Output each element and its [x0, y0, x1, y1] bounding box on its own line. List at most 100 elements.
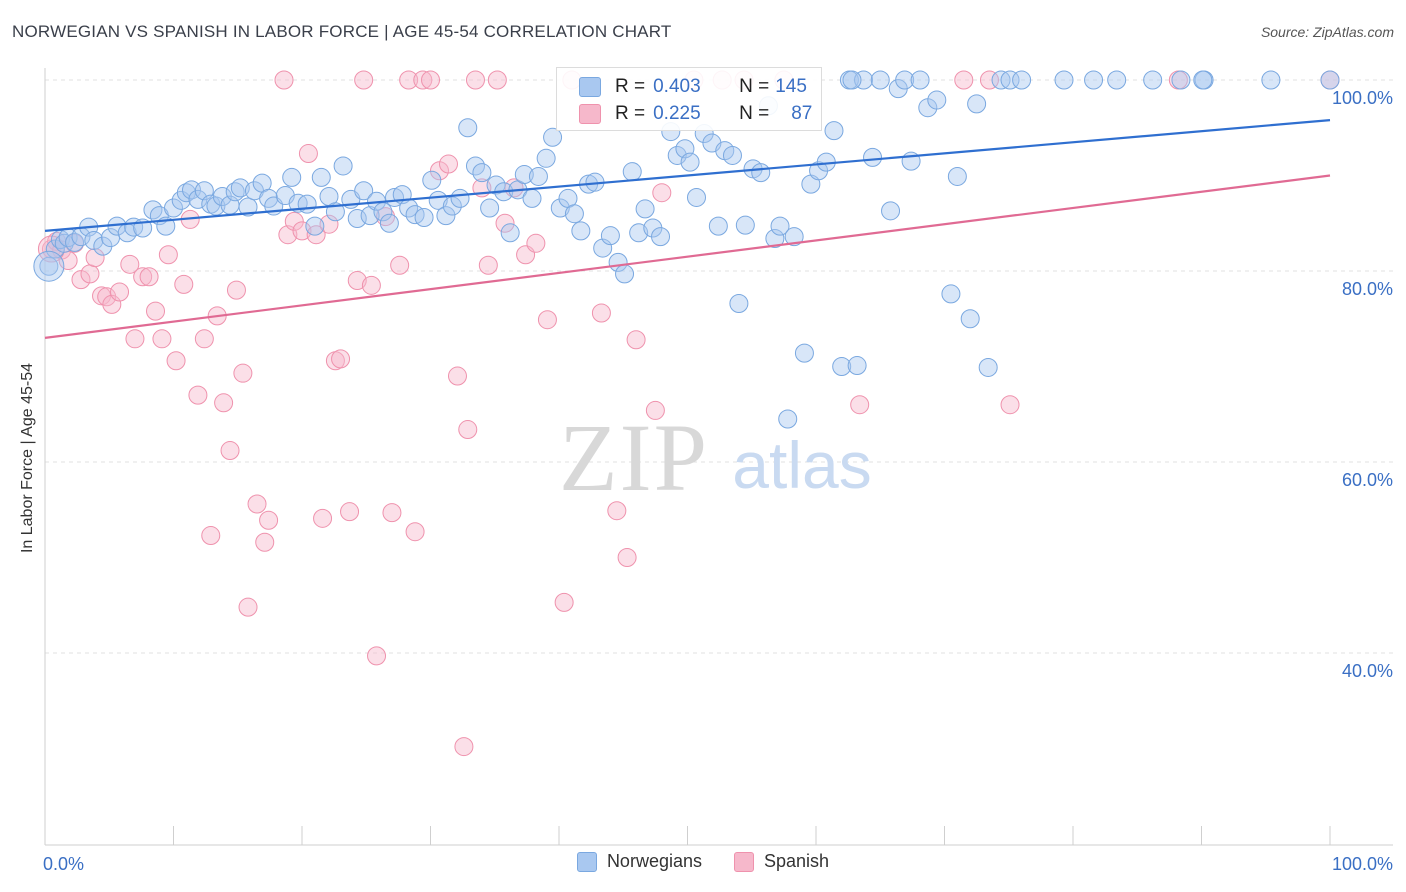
spanish-point	[438, 154, 458, 174]
norwegians-point	[238, 197, 258, 217]
norwegians-point	[824, 121, 844, 141]
norwegians-point	[735, 215, 755, 235]
x-tick-label-max: 100.0%	[1332, 854, 1393, 874]
norwegians-point	[550, 198, 570, 218]
norwegians-point	[436, 206, 456, 226]
norwegians-point	[33, 250, 65, 282]
norwegians-point	[910, 70, 930, 90]
norwegians-point	[297, 194, 317, 214]
norwegians-point	[1171, 70, 1191, 90]
norwegians-point	[600, 226, 620, 246]
norwegians-point	[522, 188, 542, 208]
spanish-point	[652, 183, 672, 203]
norwegians-point	[863, 147, 883, 167]
norwegians-point	[895, 70, 915, 90]
norwegians-point	[629, 223, 649, 243]
norwegians-point	[941, 284, 961, 304]
norwegians-point	[1000, 70, 1020, 90]
spanish-point	[85, 248, 105, 268]
spanish-point	[367, 646, 387, 666]
spanish-point	[850, 395, 870, 415]
norwegians-swatch	[579, 77, 601, 97]
norwegians-point	[514, 165, 534, 185]
spanish-point	[591, 303, 611, 323]
stats-row-spanish: R = 0.225 N = 87	[579, 101, 812, 127]
spanish-point	[80, 264, 100, 284]
norwegians-point	[500, 223, 520, 243]
spanish-point	[458, 420, 478, 440]
legend-item-norwegians[interactable]: Norwegians	[576, 851, 702, 872]
norwegians-point	[842, 70, 862, 90]
spanish-point	[133, 267, 153, 287]
norwegians-point	[765, 229, 785, 249]
norwegians-point	[1054, 70, 1074, 90]
norwegians-point	[480, 198, 500, 218]
spanish-point	[174, 274, 194, 294]
norwegians-point	[442, 196, 462, 216]
spanish-point	[478, 255, 498, 275]
spanish-point	[617, 548, 637, 567]
trend-lines	[44, 119, 1331, 339]
norwegians-point	[543, 127, 563, 147]
norwegians-point	[1084, 70, 1104, 90]
norwegians-point	[39, 256, 59, 276]
spanish-point	[607, 501, 627, 521]
x-tick-label-min: 0.0%	[43, 854, 84, 874]
spanish-point	[233, 363, 253, 383]
spanish-r-label: R =	[615, 103, 646, 124]
spanish-point	[454, 737, 474, 757]
series-norwegians	[33, 70, 1340, 429]
norwegians-point	[528, 166, 548, 186]
spanish-n-label: N =	[739, 103, 770, 124]
norwegians-point	[458, 118, 478, 138]
spanish-point	[194, 329, 214, 349]
norwegians-point	[927, 90, 947, 110]
spanish-point	[188, 385, 208, 405]
norwegians-point	[84, 230, 104, 250]
norwegians-point	[870, 70, 890, 90]
norwegians-point	[379, 213, 399, 233]
norwegians-point	[622, 162, 642, 182]
spanish-point	[390, 255, 410, 275]
spanish-point	[361, 275, 381, 295]
norwegians-point	[960, 309, 980, 329]
norwegians-point	[305, 216, 325, 236]
legend-swatch-norwegians	[576, 851, 597, 872]
norwegians-point	[164, 198, 183, 218]
y-tick-label: 100.0%	[1332, 88, 1393, 108]
spanish-n-value: 87	[791, 103, 813, 124]
spanish-point	[319, 214, 339, 234]
spanish-point	[284, 211, 304, 231]
norwegians-point	[784, 227, 804, 247]
spanish-point	[382, 503, 402, 523]
spanish-point	[298, 144, 318, 164]
norwegians-point	[422, 170, 442, 190]
norwegians-point	[360, 206, 380, 226]
chart-title: NORWEGIAN VS SPANISH IN LABOR FORCE | AG…	[12, 22, 672, 41]
norwegians-point	[978, 357, 998, 377]
norwegians-point	[1012, 70, 1032, 90]
trend-line-spanish	[44, 174, 1331, 339]
spanish-point	[158, 245, 178, 265]
norwegians-point	[571, 221, 591, 241]
spanish-point	[220, 441, 240, 461]
norwegians-point	[354, 181, 374, 201]
axes	[44, 68, 1393, 846]
legend-item-spanish[interactable]: Spanish	[733, 851, 829, 872]
spanish-point	[292, 221, 312, 241]
spanish-r-value: 0.225	[653, 103, 701, 124]
spanish-point	[399, 70, 419, 90]
spanish-swatch	[579, 104, 601, 124]
norwegians-point	[729, 293, 749, 313]
norwegians-point	[686, 187, 706, 207]
trend-line-norwegians	[44, 119, 1331, 232]
spanish-point	[331, 349, 351, 369]
spanish-point	[71, 270, 91, 290]
spanish-point	[413, 70, 433, 90]
spanish-point	[526, 233, 546, 253]
spanish-point	[554, 592, 574, 612]
norwegians-point	[651, 227, 671, 247]
spanish-point	[347, 271, 367, 291]
watermark-atlas: atlas	[732, 428, 871, 502]
